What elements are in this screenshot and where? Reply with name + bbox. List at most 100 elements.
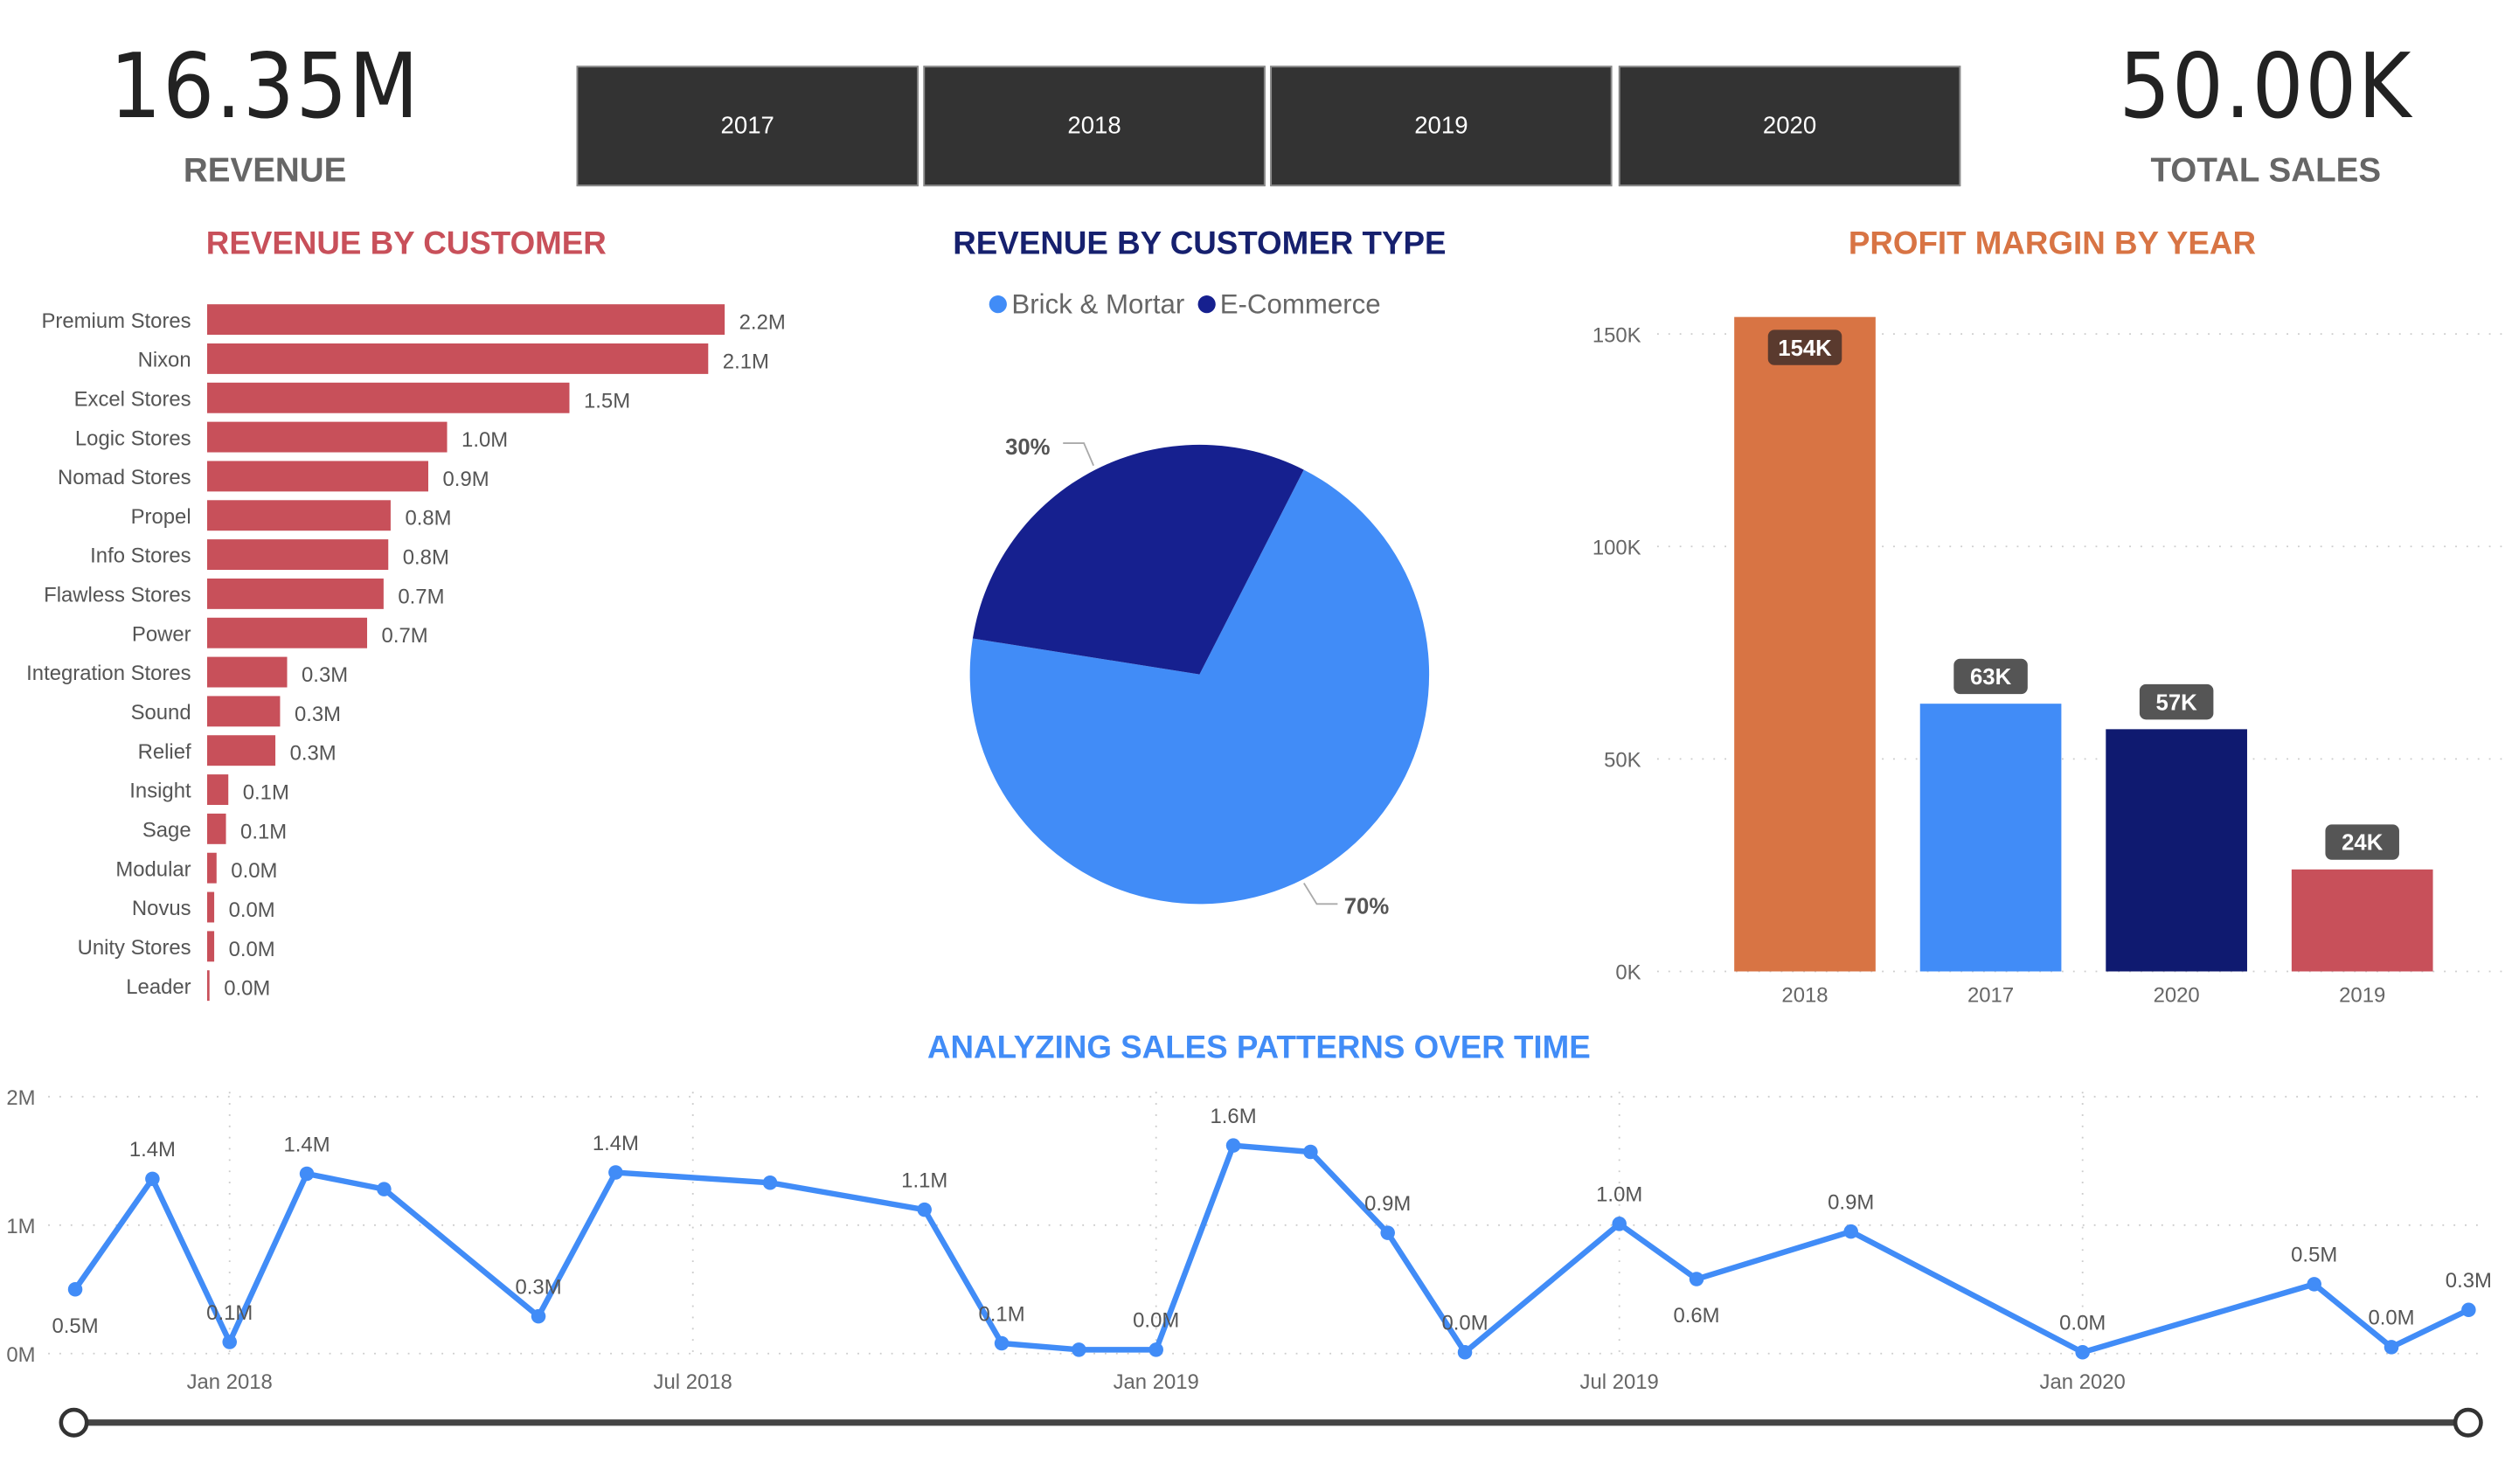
- revenue-kpi-value: 16.35M: [109, 35, 420, 140]
- profit-margin-title: PROFIT MARGIN BY YEAR: [1848, 226, 2257, 262]
- customer-label: Propel: [131, 505, 191, 529]
- line-y-tick: 0M: [6, 1343, 35, 1367]
- sales-point: [917, 1202, 932, 1217]
- customer-bar: [206, 421, 448, 453]
- line-y-tick: 2M: [6, 1086, 35, 1110]
- total-sales-kpi-value: 50.00K: [2119, 35, 2413, 140]
- profit-x-tick: 2020: [2154, 983, 2200, 1007]
- customer-value-label: 0.8M: [403, 546, 449, 570]
- sales-point: [1303, 1144, 1318, 1160]
- customer-bar: [206, 461, 428, 492]
- customer-bar: [206, 539, 389, 571]
- customer-bar: [206, 891, 215, 923]
- customer-bar: [206, 696, 281, 727]
- pie-leader-line: [1063, 442, 1094, 467]
- customer-value-label: 2.2M: [739, 311, 786, 335]
- customer-value-label: 0.0M: [231, 859, 277, 883]
- sales-point: [1457, 1345, 1473, 1360]
- year-button-2020[interactable]: 2020: [1618, 66, 1961, 187]
- sales-point: [1380, 1225, 1395, 1240]
- sales-data-label: 1.1M: [901, 1168, 947, 1192]
- slider-end-handle[interactable]: [2453, 1407, 2483, 1438]
- customer-label: Integration Stores: [26, 662, 191, 685]
- sales-data-label: 0.0M: [1133, 1309, 1179, 1333]
- customer-value-label: 0.8M: [405, 507, 451, 530]
- customer-label: Nixon: [138, 349, 191, 372]
- customer-value-label: 0.7M: [398, 585, 444, 608]
- customer-label: Relief: [138, 740, 191, 764]
- customer-value-label: 0.1M: [240, 820, 287, 843]
- legend-item-e-commerce[interactable]: E-Commerce: [1197, 289, 1381, 322]
- customer-value-label: 0.0M: [224, 977, 270, 1001]
- legend-dot-icon: [1197, 295, 1216, 314]
- customer-label: Novus: [132, 897, 191, 920]
- legend-label: Brick & Mortar: [1011, 288, 1185, 320]
- pie-label-brick-mortar: 70%: [1344, 894, 1390, 919]
- profit-x-tick: 2017: [1967, 983, 2014, 1007]
- line-x-tick: Jul 2019: [1580, 1370, 1659, 1394]
- customer-value-label: 2.1M: [723, 350, 769, 373]
- legend-dot-icon: [989, 295, 1007, 314]
- sales-data-label: 0.9M: [1828, 1190, 1874, 1214]
- profit-data-label-bg: [1767, 329, 1842, 365]
- customer-label: Flawless Stores: [44, 584, 191, 607]
- profit-y-tick: 0K: [1615, 961, 1641, 985]
- customer-label: Insight: [129, 780, 191, 803]
- customer-label: Sound: [131, 701, 191, 725]
- customer-label: Power: [132, 622, 191, 646]
- sales-point: [1148, 1342, 1163, 1357]
- customer-bar: [206, 578, 384, 609]
- profit-data-label: 154K: [1778, 336, 1832, 361]
- pie-legend: Brick & Mortar E-Commerce: [989, 289, 1381, 322]
- sales-data-label: 0.9M: [1364, 1192, 1411, 1216]
- customer-bar: [206, 970, 210, 1002]
- slider-start-handle[interactable]: [59, 1407, 89, 1438]
- sales-point: [531, 1308, 546, 1324]
- customer-label: Nomad Stores: [58, 466, 191, 489]
- year-button-2019[interactable]: 2019: [1270, 66, 1613, 187]
- sales-point: [2461, 1302, 2476, 1318]
- year-button-2018[interactable]: 2018: [923, 66, 1266, 187]
- customer-label: Logic Stores: [75, 426, 191, 450]
- sales-data-label: 0.0M: [2059, 1312, 2106, 1335]
- sales-data-label: 0.0M: [1442, 1312, 1488, 1335]
- sales-data-label: 0.5M: [2291, 1244, 2337, 1267]
- customer-bar: [206, 813, 226, 844]
- sales-data-label: 0.3M: [516, 1275, 562, 1299]
- customer-value-label: 0.3M: [302, 663, 348, 687]
- profit-data-label: 63K: [1970, 665, 2012, 690]
- pie-leader-line: [1303, 882, 1338, 905]
- customer-value-label: 1.5M: [584, 389, 630, 413]
- customer-value-label: 1.0M: [461, 428, 508, 452]
- sales-point: [2075, 1345, 2090, 1360]
- customer-bar: [206, 774, 229, 805]
- customer-value-label: 0.0M: [229, 938, 275, 961]
- sales-point: [2307, 1277, 2321, 1292]
- profit-x-tick: 2018: [1781, 983, 1828, 1007]
- profit-data-label-bg: [2325, 824, 2399, 860]
- sales-line: [73, 1142, 2470, 1356]
- customer-value-label: 0.9M: [443, 468, 489, 491]
- sales-data-label: 0.5M: [52, 1314, 99, 1338]
- sales-point: [1225, 1138, 1241, 1153]
- revenue-kpi-label: REVENUE: [183, 152, 347, 190]
- legend-item-brick-mortar[interactable]: Brick & Mortar: [989, 288, 1185, 322]
- customer-bar: [206, 852, 217, 884]
- customer-label: Sage: [142, 819, 191, 843]
- year-button-2017[interactable]: 2017: [576, 66, 919, 187]
- total-sales-kpi-label: TOTAL SALES: [2150, 152, 2382, 190]
- customer-value-label: 0.3M: [295, 703, 341, 726]
- customer-label: Info Stores: [90, 544, 191, 568]
- sales-data-label: 1.4M: [129, 1138, 176, 1162]
- line-x-tick: Jul 2018: [654, 1370, 732, 1394]
- sales-point: [67, 1282, 83, 1297]
- sales-data-label: 1.6M: [1211, 1105, 1257, 1128]
- legend-label: E-Commerce: [1219, 288, 1381, 320]
- sales-data-label: 0.1M: [979, 1302, 1025, 1326]
- profit-bar-2020: [2106, 729, 2247, 972]
- profit-data-label: 57K: [2156, 690, 2198, 715]
- sales-point: [1612, 1217, 1627, 1231]
- sales-point: [222, 1335, 237, 1349]
